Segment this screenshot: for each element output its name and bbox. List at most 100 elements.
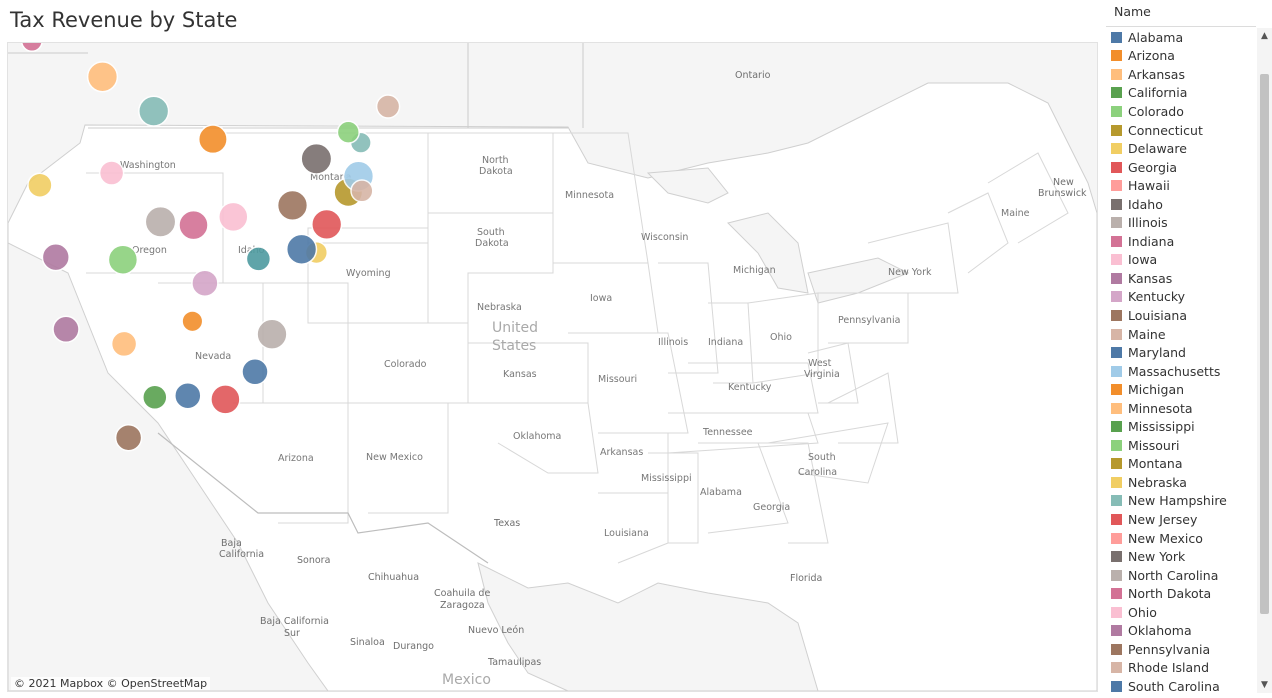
legend-label: Arizona [1128,48,1175,64]
state-mark-new-york[interactable] [300,142,333,175]
legend-scrollbar[interactable]: ▲ ▼ [1257,28,1272,693]
label-colorado: Colorado [384,359,427,370]
state-mark-south-carolina[interactable] [241,358,269,386]
legend-item[interactable]: Iowa [1111,251,1257,270]
label-coahuila: Coahuila de [434,588,490,599]
legend-swatch [1111,309,1122,321]
state-mark-minnesota[interactable] [86,61,119,93]
legend-swatch [1111,217,1122,229]
legend-swatch [1111,143,1122,155]
label-new-mexico: New Mexico [366,452,423,463]
legend-item[interactable]: Kentucky [1111,288,1257,307]
legend-item[interactable]: Missouri [1111,436,1257,455]
legend-item[interactable]: Delaware [1111,139,1257,158]
legend-item[interactable]: Ohio [1111,603,1257,622]
legend-item[interactable]: Maryland [1111,343,1257,362]
state-mark-north-carolina[interactable] [256,318,288,350]
state-mark-alabama[interactable] [174,381,202,410]
legend-item[interactable]: New York [1111,547,1257,566]
legend-item[interactable]: Nebraska [1111,473,1257,492]
legend-item[interactable]: Idaho [1111,195,1257,214]
state-mark-maine[interactable] [375,94,401,119]
legend-swatch [1111,625,1122,637]
legend-item[interactable]: Louisiana [1111,306,1257,325]
label-kansas: Kansas [503,369,537,380]
scroll-thumb[interactable] [1260,74,1269,614]
legend-item[interactable]: Illinois [1111,213,1257,232]
legend-item[interactable]: Rhode Island [1111,659,1257,678]
state-mark-indiana[interactable] [178,209,209,241]
state-mark-rhode-island[interactable] [350,179,374,203]
legend-swatch [1111,532,1122,544]
label-mexico: Mexico [442,672,491,688]
legend-item[interactable]: Georgia [1111,158,1257,177]
state-mark-ohio[interactable] [218,201,249,233]
state-mark-georgia[interactable] [210,384,241,415]
legend-swatch [1111,402,1122,414]
legend-item[interactable]: California [1111,84,1257,103]
legend-item[interactable]: Pennsylvania [1111,640,1257,659]
state-mark-nebraska[interactable] [27,172,53,198]
legend-item[interactable]: Minnesota [1111,399,1257,418]
legend-swatch [1111,680,1122,692]
legend-item[interactable]: Montana [1111,455,1257,474]
map-canvas[interactable]: Washington Oregon Montana Idaho Wyoming … [7,42,1098,692]
legend-item[interactable]: North Dakota [1111,584,1257,603]
state-mark-new-jersey[interactable] [311,208,343,241]
state-mark-michigan[interactable] [197,124,228,155]
state-mark-west-virginia[interactable] [245,246,272,272]
legend-item[interactable]: Colorado [1111,102,1257,121]
state-marks [21,43,401,452]
legend-item[interactable]: South Carolina [1111,677,1257,696]
state-mark-arkansas[interactable] [110,330,138,358]
label-pennsylvania: Pennsylvania [838,315,900,326]
legend-swatch [1111,68,1122,80]
label-arkansas: Arkansas [600,447,643,458]
legend-item[interactable]: Mississippi [1111,417,1257,436]
legend-item[interactable]: Maine [1111,325,1257,344]
legend-item[interactable]: Arkansas [1111,65,1257,84]
state-mark-vermont[interactable] [336,120,360,144]
legend-item[interactable]: Arizona [1111,47,1257,66]
legend-label: California [1128,85,1188,101]
state-mark-iowa[interactable] [98,160,125,186]
legend-label: Arkansas [1128,66,1185,82]
legend-item[interactable]: Hawaii [1111,176,1257,195]
state-mark-north-dakota[interactable] [21,43,43,53]
state-mark-maryland[interactable] [285,233,318,265]
legend-label: Maine [1128,326,1166,342]
state-mark-tennessee[interactable] [181,310,204,333]
legend-item[interactable]: New Jersey [1111,510,1257,529]
state-mark-illinois[interactable] [144,205,177,238]
legend-item[interactable]: North Carolina [1111,566,1257,585]
state-mark-missouri[interactable] [107,244,139,275]
legend-swatch [1111,513,1122,525]
state-mark-louisiana[interactable] [114,423,143,452]
legend-item[interactable]: New Hampshire [1111,492,1257,511]
state-mark-pennsylvania[interactable] [276,189,309,222]
state-mark-kentucky[interactable] [191,269,219,297]
legend-item[interactable]: Alabama [1111,28,1257,47]
legend-item[interactable]: New Mexico [1111,529,1257,548]
legend-item[interactable]: Indiana [1111,232,1257,251]
scroll-down-arrow-icon[interactable]: ▼ [1261,680,1268,690]
label-kentucky: Kentucky [728,382,772,393]
legend-label: Oklahoma [1128,623,1192,639]
legend-item[interactable]: Kansas [1111,269,1257,288]
legend-item[interactable]: Connecticut [1111,121,1257,140]
map-attribution[interactable]: © 2021 Mapbox © OpenStreetMap [11,677,211,690]
map-svg[interactable]: Washington Oregon Montana Idaho Wyoming … [8,43,1097,691]
legend-label: Iowa [1128,252,1158,268]
legend-item[interactable]: Michigan [1111,380,1257,399]
state-mark-oklahoma[interactable] [52,315,80,344]
label-montana: Montana [310,172,351,183]
state-mark-kansas[interactable] [41,243,70,272]
legend-item[interactable]: Massachusetts [1111,362,1257,381]
label-virginia: Virginia [804,369,840,380]
scroll-up-arrow-icon[interactable]: ▲ [1261,31,1268,41]
state-mark-wisconsin[interactable] [138,95,170,127]
label-arizona: Arizona [278,453,314,464]
legend-item[interactable]: Oklahoma [1111,622,1257,641]
legend-swatch [1111,569,1122,581]
state-mark-mississippi[interactable] [142,384,168,411]
